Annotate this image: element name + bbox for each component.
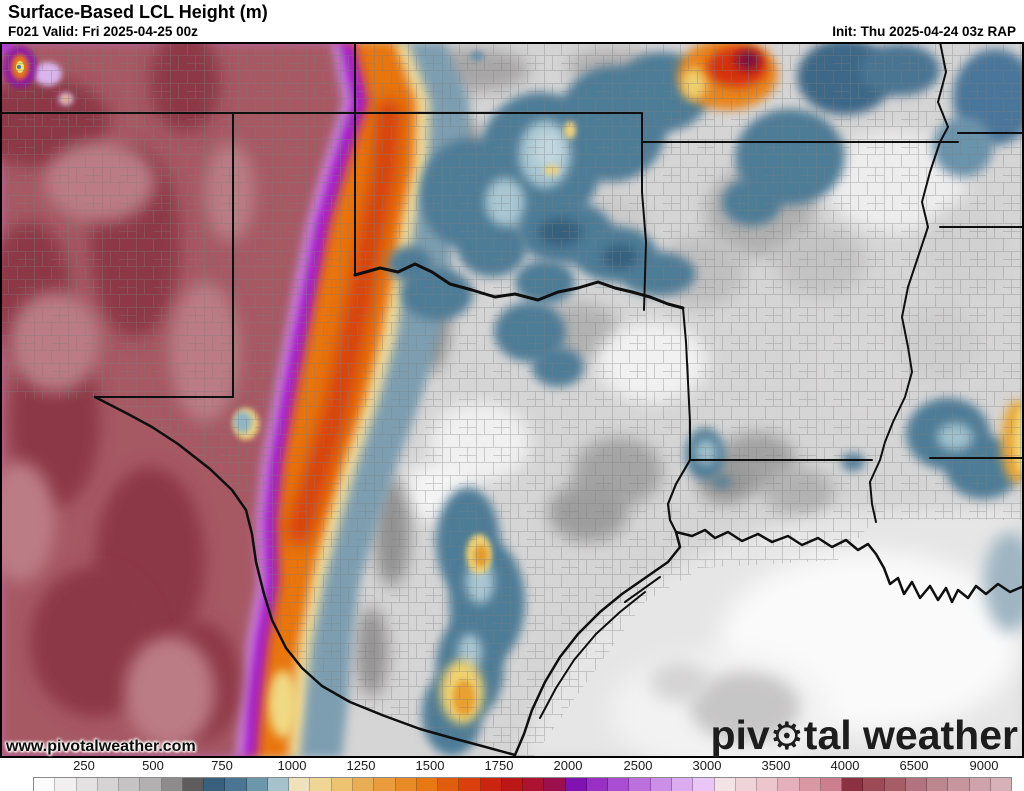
colorbar-tick-label: 1250: [346, 758, 376, 773]
logo-text-right: tal weather: [803, 712, 1018, 758]
colorbar-cell: [289, 778, 311, 791]
colorbar-cell: [757, 778, 779, 791]
colorbar-cell: [544, 778, 566, 791]
colorbar-legend: [33, 777, 1012, 791]
colorbar-cell: [927, 778, 949, 791]
colorbar-cell: [565, 778, 587, 791]
pivotal-weather-logo: piv⚙tal weather: [710, 712, 1018, 758]
colorbar-tick-labels: 250 500 750 1000 1250 1500 1750 2000 2500 3000 350…: [0, 758, 1024, 775]
colorbar-tick-label: 9000: [969, 758, 999, 773]
colorbar-tick-label: 1750: [484, 758, 514, 773]
colorbar-cell: [310, 778, 332, 791]
colorbar-cell: [778, 778, 800, 791]
forecast-valid-label: F021 Valid: Fri 2025-04-25 00z: [8, 24, 198, 39]
watermark-url: www.pivotalweather.com: [6, 738, 196, 755]
colorbar-tick-label: 3500: [761, 758, 791, 773]
colorbar-cell: [161, 778, 183, 791]
colorbar-cell: [352, 778, 375, 791]
colorbar-cell: [225, 778, 247, 791]
colorbar-cell: [948, 778, 970, 791]
colorbar-cell: [246, 778, 268, 791]
weather-map: www.pivotalweather.com piv⚙tal weather: [0, 42, 1024, 758]
colorbar-cell: [820, 778, 843, 791]
colorbar-cell: [693, 778, 715, 791]
colorbar-cell: [863, 778, 885, 791]
colorbar-cell: [182, 778, 205, 791]
colorbar-cell: [416, 778, 439, 791]
colorbar-cell: [586, 778, 609, 791]
colorbar-cell: [629, 778, 651, 791]
colorbar-cell: [884, 778, 906, 791]
colorbar-tick-label: 3000: [692, 758, 722, 773]
colorbar-cell: [480, 778, 502, 791]
logo-text-left: piv: [710, 712, 770, 758]
colorbar-tick-label: 2500: [623, 758, 653, 773]
colorbar-tick-label: 2000: [553, 758, 583, 773]
colorbar-tick-label: 4000: [830, 758, 860, 773]
colorbar-tick-label: 6500: [899, 758, 929, 773]
colorbar-cell: [438, 778, 460, 791]
model-init-label: Init: Thu 2025-04-24 03z RAP: [832, 24, 1016, 39]
colorbar-cell: [969, 778, 991, 791]
colorbar-cell: [523, 778, 545, 791]
colorbar-cell: [55, 778, 77, 791]
gear-icon: ⚙: [769, 716, 804, 758]
colorbar-tick-label: 1500: [415, 758, 445, 773]
colorbar-cell: [735, 778, 758, 791]
colorbar-cell: [204, 778, 226, 791]
colorbar-cell: [76, 778, 98, 791]
colorbar-cell: [799, 778, 821, 791]
colorbar-cell: [990, 778, 1012, 791]
colorbar-cell: [650, 778, 672, 791]
colorbar-cell: [395, 778, 417, 791]
lcl-height-map-graphic: [0, 42, 1024, 758]
colorbar-cell: [267, 778, 290, 791]
colorbar-tick-label: 250: [73, 758, 95, 773]
colorbar-cell: [331, 778, 353, 791]
colorbar-cell: [34, 778, 56, 791]
page-title: Surface-Based LCL Height (m): [8, 2, 268, 22]
colorbar-cell: [905, 778, 928, 791]
colorbar-cell: [671, 778, 694, 791]
colorbar-cell: [459, 778, 481, 791]
colorbar-tick-label: 1000: [277, 758, 307, 773]
colorbar-cell: [374, 778, 396, 791]
colorbar-cell: [119, 778, 141, 791]
colorbar-tick-label: 500: [142, 758, 164, 773]
colorbar-cell: [608, 778, 630, 791]
colorbar-cell: [714, 778, 736, 791]
colorbar-cell: [140, 778, 162, 791]
colorbar-cell: [842, 778, 864, 791]
colorbar-cell: [501, 778, 524, 791]
colorbar-tick-label: 750: [211, 758, 233, 773]
colorbar-cell: [97, 778, 120, 791]
